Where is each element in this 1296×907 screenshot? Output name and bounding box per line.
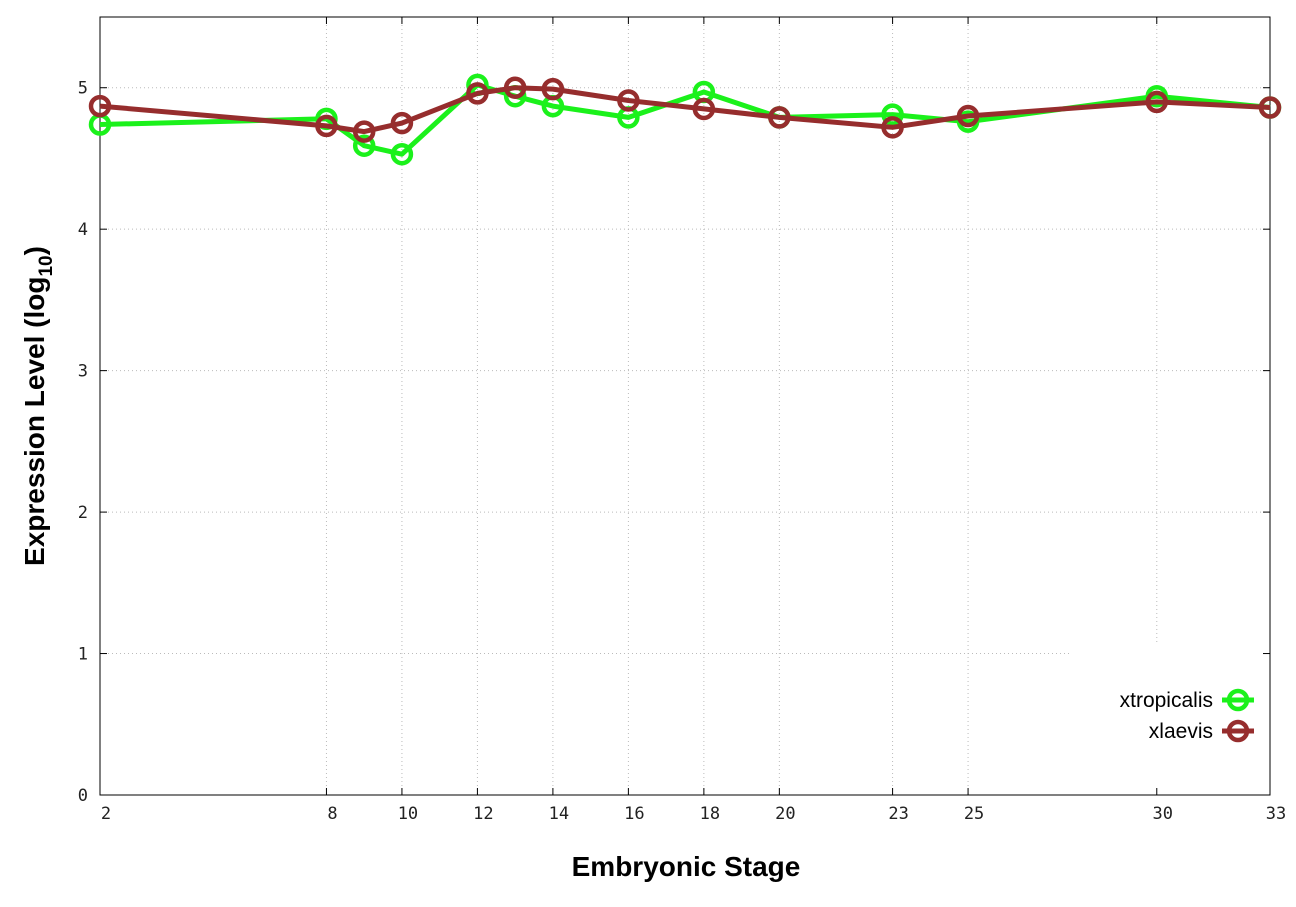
y-tick-label: 0 [78, 786, 88, 806]
x-tick-label: 10 [398, 804, 418, 824]
data-point-xtropicalis [881, 103, 904, 126]
legend-symbol-xlaevis [1222, 719, 1254, 743]
x-tick-label: 14 [549, 804, 569, 824]
x-tick-label: 16 [624, 804, 644, 824]
data-point-xlaevis [315, 114, 338, 138]
data-point-xlaevis [956, 104, 980, 128]
x-tick-label: 33 [1266, 804, 1286, 824]
y-tick-label: 3 [78, 362, 88, 382]
y-tick-label: 4 [78, 220, 88, 240]
data-point-xtropicalis [352, 134, 376, 157]
data-point-xlaevis [617, 89, 640, 112]
x-tick-label: 30 [1153, 804, 1173, 824]
x-tick-label: 2 [101, 804, 111, 824]
plot-frame [99, 16, 1271, 796]
legend-label-xlaevis: xlaevis [1149, 720, 1213, 743]
series-layer [88, 73, 1282, 166]
x-tick-label: 20 [775, 804, 795, 824]
data-point-xlaevis [466, 82, 489, 105]
x-tick-label: 23 [888, 804, 908, 824]
data-point-xlaevis [881, 116, 904, 139]
data-point-xlaevis [88, 94, 112, 118]
legend: xtropicalis xlaevis [1120, 688, 1254, 743]
data-point-xlaevis [1258, 96, 1282, 119]
legend-label-xtropicalis: xtropicalis [1120, 689, 1213, 712]
data-point-xlaevis [352, 120, 376, 143]
y-tick-label: 2 [78, 503, 88, 523]
data-point-xtropicalis [390, 142, 414, 166]
data-point-xlaevis [692, 97, 716, 121]
data-point-xlaevis [768, 106, 791, 129]
x-axis-title: Embryonic Stage [572, 851, 801, 882]
data-point-xlaevis [390, 111, 414, 135]
y-axis-title-subscript: 10 [36, 255, 57, 276]
legend-marker [1226, 688, 1250, 712]
y-axis-title: Expression Level (log10) [19, 246, 57, 566]
x-tick-label: 12 [473, 804, 493, 824]
legend-marker [1226, 719, 1250, 743]
x-tick-label: 8 [327, 804, 337, 824]
x-tick-label: 18 [700, 804, 720, 824]
grid [100, 17, 1270, 795]
x-tick-label: 25 [964, 804, 984, 824]
y-axis-title-main: Expression Level (log [19, 277, 50, 566]
y-tick-label: 1 [78, 645, 88, 665]
legend-symbol-xtropicalis [1222, 688, 1254, 712]
series-xlaevis [88, 76, 1282, 143]
legend-background [1072, 642, 1269, 794]
series-line-xtropicalis [99, 82, 1271, 157]
data-point-xlaevis [503, 76, 527, 99]
y-axis-title-close: ) [19, 246, 50, 255]
y-tick-label: 5 [78, 79, 88, 99]
series-line-xlaevis [99, 85, 1271, 135]
data-point-xlaevis [1145, 90, 1169, 114]
data-point-xlaevis [541, 77, 565, 101]
